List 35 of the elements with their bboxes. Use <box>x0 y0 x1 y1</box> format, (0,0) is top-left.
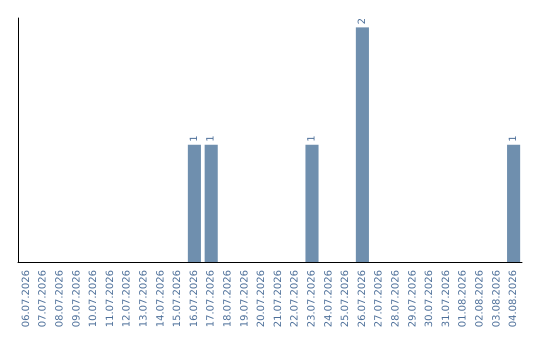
data-label: 1 <box>508 135 520 142</box>
x-tick-label: 10.07.2026 <box>88 270 100 328</box>
x-tick-label: 30.07.2026 <box>424 270 436 328</box>
x-tick-label: 29.07.2026 <box>407 270 418 328</box>
data-label: 1 <box>206 135 217 142</box>
x-tick-label: 13.07.2026 <box>138 270 150 328</box>
x-tick-label: 22.07.2026 <box>290 270 301 328</box>
data-label: 1 <box>188 135 200 142</box>
x-tick-label: 14.07.2026 <box>155 270 166 328</box>
x-tick-label: 12.07.2026 <box>122 270 133 328</box>
x-tick-label: 01.08.2026 <box>458 270 469 328</box>
x-tick-label: 03.08.2026 <box>491 270 502 328</box>
data-label: 2 <box>356 18 368 24</box>
x-tick-label: 31.07.2026 <box>440 270 452 328</box>
x-tick-label: 28.07.2026 <box>390 270 402 328</box>
x-tick-label: 21.07.2026 <box>272 270 284 328</box>
x-tick-label: 20.07.2026 <box>256 270 268 328</box>
x-tick-label: 06.07.2026 <box>20 270 32 328</box>
x-tick-label: 08.07.2026 <box>54 270 66 328</box>
x-tick-label: 15.07.2026 <box>172 270 184 328</box>
x-tick-label: 23.07.2026 <box>306 270 318 328</box>
x-tick-label: 17.07.2026 <box>206 270 217 328</box>
x-tick-label: 19.07.2026 <box>239 270 250 328</box>
x-tick-label: 24.07.2026 <box>323 270 334 328</box>
x-tick-label: 04.08.2026 <box>508 270 520 328</box>
x-tick-label: 27.07.2026 <box>374 270 385 328</box>
x-tick-label: 02.08.2026 <box>474 270 486 328</box>
x-tick-label: 11.07.2026 <box>104 270 116 328</box>
x-tick-label: 09.07.2026 <box>71 270 82 328</box>
x-tick-label: 26.07.2026 <box>356 270 368 328</box>
x-tick-label: 18.07.2026 <box>222 270 234 328</box>
x-tick-label: 07.07.2026 <box>38 270 49 328</box>
x-tick-label: 16.07.2026 <box>188 270 200 328</box>
x-tick-label: 25.07.2026 <box>340 270 352 328</box>
data-label: 1 <box>306 135 318 142</box>
